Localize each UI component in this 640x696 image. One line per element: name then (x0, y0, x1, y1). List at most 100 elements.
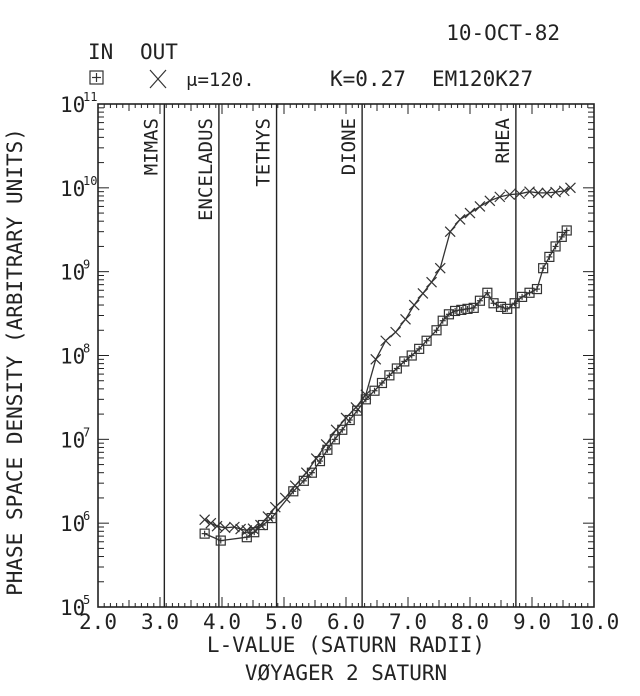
data-point-x (269, 501, 281, 513)
data-point-x (279, 492, 291, 504)
moon-label: TETHYS (253, 118, 275, 187)
chart-caption: VØYAGER 2 SATURN (245, 661, 447, 685)
data-point-square (437, 315, 448, 326)
data-point-square (550, 241, 561, 252)
data-point-square (544, 251, 555, 263)
data-point-square (538, 263, 549, 274)
data-point-x (532, 187, 544, 199)
data-point-x (474, 201, 486, 212)
x-tick-label: 7.0 (389, 610, 427, 634)
data-point-x (219, 522, 231, 534)
data-point-x (360, 389, 372, 401)
data-point-square (502, 303, 513, 314)
date-label: 10-OCT-82 (446, 21, 560, 45)
data-point-x (370, 353, 382, 365)
data-point-x (417, 288, 429, 299)
legend-mu: μ=120. (186, 69, 255, 91)
y-tick-exponent: 11 (83, 90, 97, 104)
data-point-x (300, 467, 312, 479)
data-point-x (330, 424, 342, 436)
data-point-x (400, 313, 411, 325)
y-tick-exponent: 5 (83, 593, 90, 607)
x-tick-label: 8.0 (451, 610, 489, 634)
data-point-x (565, 182, 576, 194)
y-tick-exponent: 6 (83, 509, 90, 523)
series-line (204, 230, 568, 542)
x-tick-label: 4.0 (203, 610, 241, 634)
data-point-x (310, 453, 322, 464)
data-point-square (474, 295, 486, 306)
y-tick-label: 10 (60, 261, 85, 285)
data-point-square (531, 283, 543, 295)
y-tick-exponent: 10 (83, 174, 97, 188)
data-point-square (421, 335, 432, 346)
data-point-square (384, 370, 395, 381)
data-point-square (391, 363, 402, 374)
moon-label: ENCELADUS (195, 118, 217, 221)
data-point-x (504, 189, 516, 201)
data-point-x (199, 514, 211, 526)
x-tick-label: 5.0 (265, 610, 303, 634)
moon-label: DIONE (338, 118, 360, 175)
data-point-x (262, 511, 274, 522)
data-point-x (408, 299, 420, 311)
data-point-x (228, 521, 240, 533)
legend-k: K=0.27 (330, 67, 406, 91)
x-tick-labels: 2.0 3.0 4.0 5.0 6.0 7.0 8.0 9.0 10.0 (79, 610, 619, 634)
data-point-square (199, 528, 210, 539)
data-point-x (454, 213, 466, 225)
data-point-x (514, 188, 526, 200)
data-point-x (205, 517, 217, 529)
y-tick-label: 10 (60, 512, 85, 536)
plot-frame (97, 103, 595, 608)
y-tick-exponent: 7 (83, 425, 90, 439)
moon-label: RHEA (492, 117, 514, 163)
data-point-square (524, 287, 535, 298)
legend-square-marker (89, 70, 104, 85)
data-point-x (241, 524, 253, 536)
data-point-x (247, 523, 259, 535)
x-tick-label: 6.0 (327, 610, 365, 634)
data-point-x (444, 226, 456, 238)
data-point-x (494, 191, 506, 203)
data-point-square (561, 225, 572, 236)
data-point-x (434, 262, 446, 274)
data-point-square (376, 377, 388, 389)
y-tick-label: 10 (60, 345, 85, 369)
data-point-square (468, 302, 479, 313)
data-point-x (320, 438, 332, 450)
data-point-x (289, 480, 301, 492)
data-point-square (488, 298, 499, 309)
data-point-square (406, 350, 417, 361)
y-tick-label: 10 (60, 428, 85, 452)
y-tick-label: 10 (60, 596, 85, 620)
data-point-x (380, 335, 392, 347)
y-axis-label: PHASE SPACE DENSITY (ARBITRARY UNITS) (3, 128, 27, 596)
data-point-x (541, 187, 553, 199)
legend-in-header: IN (88, 40, 113, 64)
x-axis-label: L-VALUE (SATURN RADII) (207, 633, 485, 657)
legend-code: EM120K27 (432, 67, 533, 91)
data-point-x (340, 412, 352, 424)
data-point-square (414, 343, 425, 354)
legend-out-header: OUT (140, 40, 178, 64)
series-in (199, 225, 572, 546)
data-point-x (484, 195, 496, 207)
x-tick-label: 9.0 (513, 610, 551, 634)
x-tick-label: 10.0 (569, 610, 620, 634)
y-tick-exponent: 8 (83, 342, 90, 356)
data-point-square (509, 298, 520, 309)
data-point-square (431, 325, 442, 336)
legend-x-marker (149, 69, 167, 89)
series-out (199, 182, 576, 536)
y-tick-label: 10 (60, 177, 85, 201)
moon-label: MIMAS (140, 118, 162, 175)
y-tick-exponent: 9 (83, 258, 90, 272)
x-tick-label: 3.0 (141, 610, 179, 634)
data-point-square (306, 467, 317, 478)
data-point-x (426, 276, 437, 288)
x-tick-label: 2.0 (79, 610, 117, 634)
data-point-x (390, 326, 402, 338)
